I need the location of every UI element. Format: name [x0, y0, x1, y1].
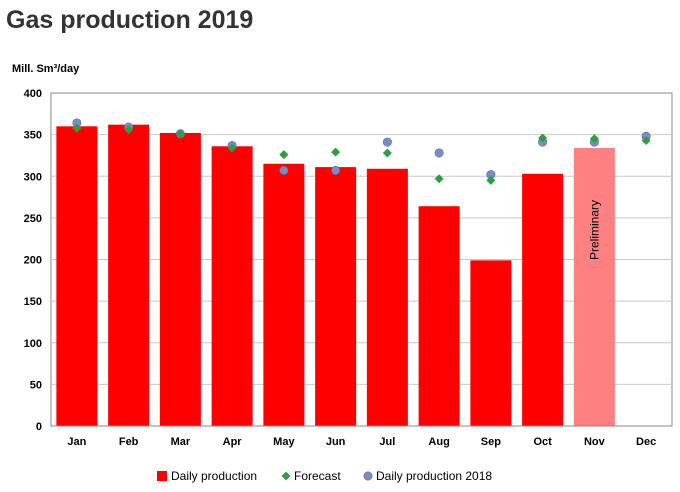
point-forecast-jan	[72, 123, 82, 133]
x-tick-label: Dec	[636, 436, 656, 448]
y-tick-label: 200	[24, 255, 42, 267]
x-tick-label: Nov	[584, 436, 606, 448]
bar-sep	[470, 260, 512, 426]
x-tick-label: Mar	[171, 436, 191, 448]
x-tick-label: Aug	[428, 436, 449, 448]
y-tick-label: 400	[24, 88, 42, 100]
bar-jul	[366, 168, 408, 426]
bar-apr	[211, 146, 253, 426]
chart-title: Gas production 2019	[6, 6, 254, 34]
bar-mar	[159, 132, 201, 426]
point-forecast-feb	[124, 125, 134, 135]
bar-nov	[573, 147, 615, 426]
point-2018-jul	[382, 137, 392, 147]
y-tick-label: 0	[36, 421, 42, 433]
bar-oct	[522, 173, 564, 426]
y-tick-label: 300	[24, 171, 42, 183]
legend-swatch-daily-production	[157, 471, 167, 481]
point-forecast-oct	[538, 133, 548, 143]
y-tick-label: 50	[30, 379, 42, 391]
x-tick-label: Jan	[67, 436, 86, 448]
point-forecast-aug	[434, 174, 444, 184]
gridlines	[50, 92, 673, 427]
point-2018-may	[279, 165, 289, 175]
point-forecast-jul	[382, 148, 392, 158]
point-forecast-mar	[175, 129, 185, 139]
x-tick-label: May	[273, 436, 295, 448]
x-tick-label: Sep	[481, 436, 501, 448]
point-forecast-may	[279, 150, 289, 160]
bars: Preliminary	[56, 124, 615, 427]
legend-swatch-forecast	[281, 471, 291, 481]
x-tick-label: Jun	[326, 436, 346, 448]
y-tick-label: 350	[24, 130, 42, 142]
bar-feb	[108, 124, 150, 426]
bar-may	[263, 163, 305, 426]
annotation-preliminary: Preliminary	[587, 200, 601, 260]
point-forecast-apr	[227, 143, 237, 153]
legend: Daily production Forecast Daily production…	[157, 469, 492, 483]
legend-label-daily-production-2018: Daily production 2018	[376, 469, 492, 483]
y-tick-label: 150	[24, 296, 42, 308]
markers	[72, 118, 651, 185]
bar-jan	[56, 126, 98, 427]
x-tick-label: Jul	[379, 436, 395, 448]
legend-label-daily-production: Daily production	[171, 469, 257, 483]
point-forecast-nov	[589, 134, 599, 144]
legend-swatch-daily-production-2018	[363, 471, 373, 481]
bar-aug	[418, 206, 460, 426]
point-forecast-dec	[641, 135, 651, 145]
legend-label-forecast: Forecast	[294, 469, 341, 483]
y-tick-label: 100	[24, 338, 42, 350]
x-tick-label: Feb	[119, 436, 139, 448]
bar-jun	[315, 167, 357, 426]
axes: 0 50 100 150 200 250 300 350 400 Jan Feb Mar Apr May J…	[24, 88, 672, 448]
x-tick-label: Apr	[223, 436, 243, 448]
point-forecast-sep	[486, 175, 496, 185]
x-tick-label: Oct	[533, 436, 552, 448]
point-2018-aug	[434, 148, 444, 158]
y-axis-unit-label: Mill. Sm³/day	[12, 63, 80, 75]
point-2018-jun	[331, 165, 341, 175]
y-tick-label: 250	[24, 213, 42, 225]
point-forecast-jun	[331, 147, 341, 157]
